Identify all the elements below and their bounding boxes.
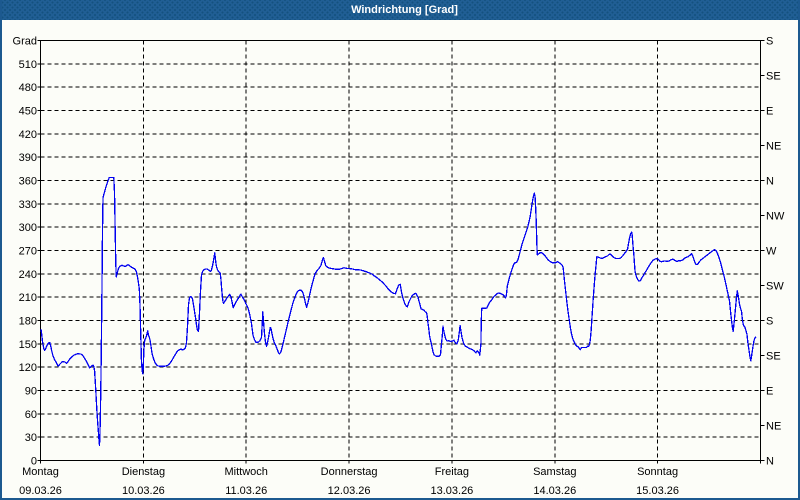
svg-text:NE: NE xyxy=(766,141,781,153)
svg-text:180: 180 xyxy=(19,316,37,328)
svg-text:E: E xyxy=(766,106,773,118)
svg-text:SW: SW xyxy=(766,281,784,293)
svg-text:360: 360 xyxy=(19,176,37,188)
svg-text:S: S xyxy=(766,316,773,328)
svg-text:60: 60 xyxy=(25,409,37,421)
svg-text:450: 450 xyxy=(19,106,37,118)
svg-text:13.03.26: 13.03.26 xyxy=(430,485,473,497)
svg-text:14.03.26: 14.03.26 xyxy=(533,485,576,497)
svg-text:150: 150 xyxy=(19,339,37,351)
svg-text:SE: SE xyxy=(766,71,781,83)
svg-text:Montag: Montag xyxy=(22,466,59,478)
svg-text:12.03.26: 12.03.26 xyxy=(328,485,371,497)
svg-text:90: 90 xyxy=(25,386,37,398)
svg-text:W: W xyxy=(766,246,777,258)
svg-text:NE: NE xyxy=(766,421,781,433)
svg-text:300: 300 xyxy=(19,222,37,234)
svg-text:210: 210 xyxy=(19,292,37,304)
svg-text:Sonntag: Sonntag xyxy=(637,466,678,478)
svg-text:NW: NW xyxy=(766,211,785,223)
svg-text:11.03.26: 11.03.26 xyxy=(225,485,267,497)
svg-text:Freitag: Freitag xyxy=(435,466,469,478)
svg-text:0: 0 xyxy=(31,456,37,468)
svg-text:480: 480 xyxy=(19,82,37,94)
svg-text:120: 120 xyxy=(19,362,37,374)
svg-text:15.03.26: 15.03.26 xyxy=(636,485,679,497)
svg-text:S: S xyxy=(766,36,773,48)
svg-text:240: 240 xyxy=(19,269,37,281)
svg-text:330: 330 xyxy=(19,199,37,211)
svg-text:Dienstag: Dienstag xyxy=(122,466,165,478)
svg-text:N: N xyxy=(766,456,774,468)
svg-text:10.03.26: 10.03.26 xyxy=(122,485,165,497)
svg-text:Grad: Grad xyxy=(13,36,37,48)
svg-text:E: E xyxy=(766,386,773,398)
svg-text:N: N xyxy=(766,176,774,188)
svg-text:SE: SE xyxy=(766,351,781,363)
svg-text:30: 30 xyxy=(25,432,37,444)
svg-text:Mittwoch: Mittwoch xyxy=(224,466,267,478)
svg-text:390: 390 xyxy=(19,152,37,164)
svg-text:270: 270 xyxy=(19,246,37,258)
svg-text:Donnerstag: Donnerstag xyxy=(321,466,378,478)
svg-text:510: 510 xyxy=(19,59,37,71)
svg-text:420: 420 xyxy=(19,129,37,141)
svg-text:Samstag: Samstag xyxy=(533,466,576,478)
svg-text:09.03.26: 09.03.26 xyxy=(19,485,62,497)
